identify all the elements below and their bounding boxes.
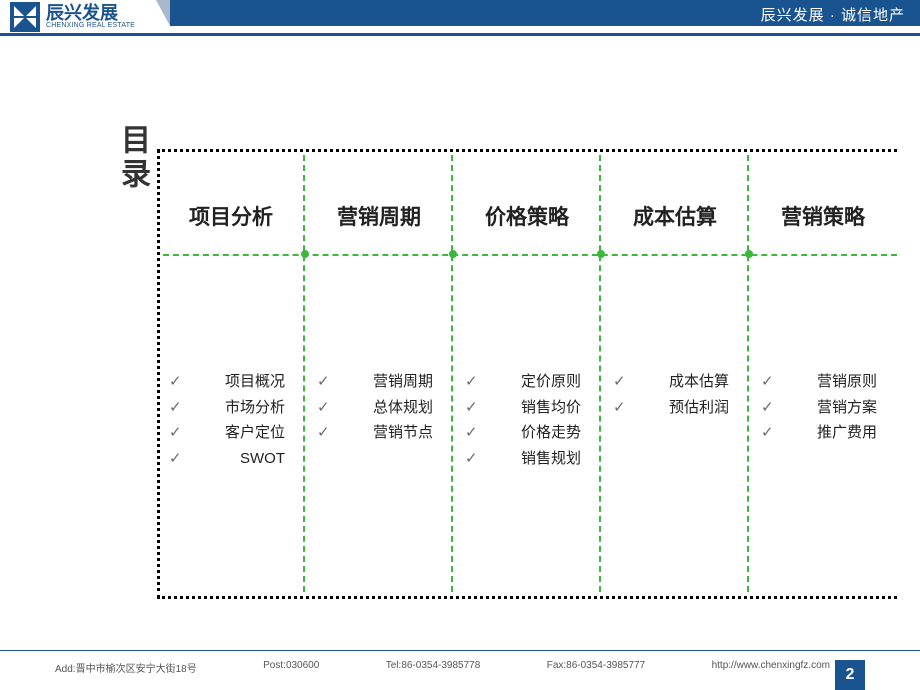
- list-item: ✓推广费用: [761, 420, 889, 446]
- toc-columns: 项目分析 ✓项目概况 ✓市场分析 ✓客户定位 ✓SWOT 营销周期 ✓营销周期 …: [157, 149, 897, 599]
- check-icon: ✓: [317, 395, 339, 421]
- toc-column: 项目分析 ✓项目概况 ✓市场分析 ✓客户定位 ✓SWOT: [157, 149, 305, 599]
- header-triangle: [156, 0, 170, 26]
- item-text: 营销周期: [339, 369, 445, 395]
- check-icon: ✓: [317, 369, 339, 395]
- footer: Add:晋中市榆次区安宁大街18号 Post:030600 Tel:86-035…: [0, 650, 920, 690]
- list-item: ✓营销节点: [317, 420, 445, 446]
- item-text: 销售规划: [487, 446, 593, 472]
- item-text: 营销节点: [339, 420, 445, 446]
- column-heading: 成本估算: [601, 149, 749, 231]
- column-items: ✓定价原则 ✓销售均价 ✓价格走势 ✓销售规划: [465, 369, 593, 471]
- check-icon: ✓: [613, 369, 635, 395]
- toc-column: 价格策略 ✓定价原则 ✓销售均价 ✓价格走势 ✓销售规划: [453, 149, 601, 599]
- item-text: 营销方案: [783, 395, 889, 421]
- list-item: ✓价格走势: [465, 420, 593, 446]
- check-icon: ✓: [465, 446, 487, 472]
- list-item: ✓营销原则: [761, 369, 889, 395]
- item-text: 客户定位: [191, 420, 297, 446]
- column-items: ✓成本估算 ✓预估利润: [613, 369, 741, 420]
- logo-text-cn: 辰兴发展: [46, 4, 135, 22]
- list-item: ✓销售均价: [465, 395, 593, 421]
- diagram-dot: [449, 250, 457, 258]
- item-text: 推广费用: [783, 420, 889, 446]
- item-text: 成本估算: [635, 369, 741, 395]
- check-icon: ✓: [761, 369, 783, 395]
- check-icon: ✓: [465, 369, 487, 395]
- item-text: 定价原则: [487, 369, 593, 395]
- diagram-dot: [745, 250, 753, 258]
- footer-info: Add:晋中市榆次区安宁大街18号 Post:030600 Tel:86-035…: [55, 660, 830, 675]
- list-item: ✓成本估算: [613, 369, 741, 395]
- item-text: 预估利润: [635, 395, 741, 421]
- column-items: ✓项目概况 ✓市场分析 ✓客户定位 ✓SWOT: [169, 369, 297, 471]
- page-number: 2: [835, 660, 865, 690]
- list-item: ✓总体规划: [317, 395, 445, 421]
- list-item: ✓营销周期: [317, 369, 445, 395]
- footer-line: [0, 650, 920, 651]
- toc-column: 营销周期 ✓营销周期 ✓总体规划 ✓营销节点: [305, 149, 453, 599]
- diagram-dot: [597, 250, 605, 258]
- column-items: ✓营销周期 ✓总体规划 ✓营销节点: [317, 369, 445, 446]
- check-icon: ✓: [465, 395, 487, 421]
- footer-fax: Fax:86-0354-3985777: [547, 660, 645, 675]
- column-heading: 营销周期: [305, 149, 453, 231]
- check-icon: ✓: [169, 369, 191, 395]
- footer-address: Add:晋中市榆次区安宁大街18号: [55, 660, 197, 675]
- check-icon: ✓: [317, 420, 339, 446]
- check-icon: ✓: [169, 395, 191, 421]
- toc-column: 营销策略 ✓营销原则 ✓营销方案 ✓推广费用: [749, 149, 897, 599]
- check-icon: ✓: [761, 420, 783, 446]
- header-right-text: 辰兴发展 · 诚信地产: [761, 4, 905, 25]
- item-text: 市场分析: [191, 395, 297, 421]
- toc-column: 成本估算 ✓成本估算 ✓预估利润: [601, 149, 749, 599]
- logo-text-en: CHENXING REAL ESTATE: [46, 22, 135, 30]
- header-underline: [0, 33, 920, 36]
- column-heading: 营销策略: [749, 149, 897, 231]
- item-text: 销售均价: [487, 395, 593, 421]
- item-text: 项目概况: [191, 369, 297, 395]
- column-heading: 项目分析: [157, 149, 305, 231]
- column-items: ✓营销原则 ✓营销方案 ✓推广费用: [761, 369, 889, 446]
- check-icon: ✓: [169, 446, 191, 472]
- header: 辰兴发展 CHENXING REAL ESTATE 辰兴发展 · 诚信地产: [0, 0, 920, 44]
- list-item: ✓市场分析: [169, 395, 297, 421]
- content-area: 目录 项目分析 ✓项目概况 ✓市场分析 ✓客户定位 ✓SWOT 营销周期: [0, 44, 920, 634]
- list-item: ✓SWOT: [169, 446, 297, 472]
- logo-icon: [10, 2, 40, 32]
- list-item: ✓定价原则: [465, 369, 593, 395]
- check-icon: ✓: [761, 395, 783, 421]
- toc-title: 目录: [110, 124, 154, 192]
- horizontal-divider: [163, 254, 897, 256]
- item-text: 价格走势: [487, 420, 593, 446]
- footer-tel: Tel:86-0354-3985778: [386, 660, 481, 675]
- footer-url: http://www.chenxingfz.com: [712, 660, 830, 675]
- check-icon: ✓: [465, 420, 487, 446]
- list-item: ✓营销方案: [761, 395, 889, 421]
- item-text: 总体规划: [339, 395, 445, 421]
- list-item: ✓销售规划: [465, 446, 593, 472]
- logo: 辰兴发展 CHENXING REAL ESTATE: [10, 2, 135, 32]
- item-text: 营销原则: [783, 369, 889, 395]
- diagram-dot: [301, 250, 309, 258]
- item-text: SWOT: [191, 446, 297, 472]
- list-item: ✓项目概况: [169, 369, 297, 395]
- column-heading: 价格策略: [453, 149, 601, 231]
- list-item: ✓预估利润: [613, 395, 741, 421]
- check-icon: ✓: [169, 420, 191, 446]
- list-item: ✓客户定位: [169, 420, 297, 446]
- check-icon: ✓: [613, 395, 635, 421]
- footer-post: Post:030600: [263, 660, 319, 675]
- toc-diagram: 项目分析 ✓项目概况 ✓市场分析 ✓客户定位 ✓SWOT 营销周期 ✓营销周期 …: [157, 149, 897, 599]
